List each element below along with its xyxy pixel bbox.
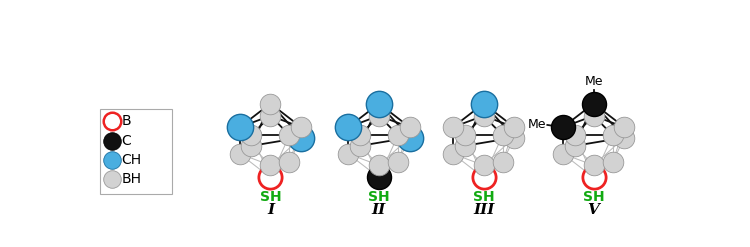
Text: SH: SH [260,190,281,204]
Text: Me: Me [584,75,603,88]
Text: C: C [122,134,131,147]
Point [106,158,118,162]
Point [588,114,600,118]
Point [392,160,404,164]
Point [106,119,118,123]
Point [106,139,118,143]
Point [478,114,490,118]
Text: SH: SH [472,190,494,204]
Point [265,114,277,118]
Point [373,102,385,105]
Point [354,144,366,148]
Point [478,163,490,167]
Text: I: I [267,203,274,217]
Point [373,163,385,167]
Point [234,152,246,156]
Text: II: II [372,203,386,217]
Point [447,152,459,156]
Point [568,133,580,137]
Point [496,160,508,164]
Point [245,133,257,137]
Text: Me: Me [527,119,546,131]
Text: CH: CH [122,153,142,167]
Point [588,163,600,167]
Point [458,133,470,137]
Point [404,136,416,140]
Point [265,163,277,167]
Point [568,144,580,148]
Point [478,102,490,105]
Point [342,152,354,156]
Point [354,133,366,137]
Point [478,176,490,180]
Text: BH: BH [122,172,142,186]
FancyBboxPatch shape [100,109,172,194]
Point [447,125,459,129]
Point [392,133,404,137]
Point [588,102,600,105]
Point [588,176,600,180]
Point [234,125,246,129]
Point [607,133,619,137]
Point [496,133,508,137]
Point [458,144,470,148]
Point [265,102,277,105]
Point [245,144,257,148]
Point [509,136,520,140]
Point [607,160,619,164]
Point [265,176,277,180]
Text: SH: SH [368,190,390,204]
Point [404,125,416,129]
Text: V: V [588,203,599,217]
Point [284,160,296,164]
Point [619,125,631,129]
Point [556,152,568,156]
Point [509,125,520,129]
Point [284,133,296,137]
Text: SH: SH [583,190,604,204]
Text: III: III [473,203,494,217]
Point [342,125,354,129]
Point [296,136,307,140]
Point [106,177,118,181]
Point [296,125,307,129]
Point [373,176,385,180]
Point [556,125,568,129]
Point [373,114,385,118]
Point [619,136,631,140]
Text: B: B [122,114,131,128]
